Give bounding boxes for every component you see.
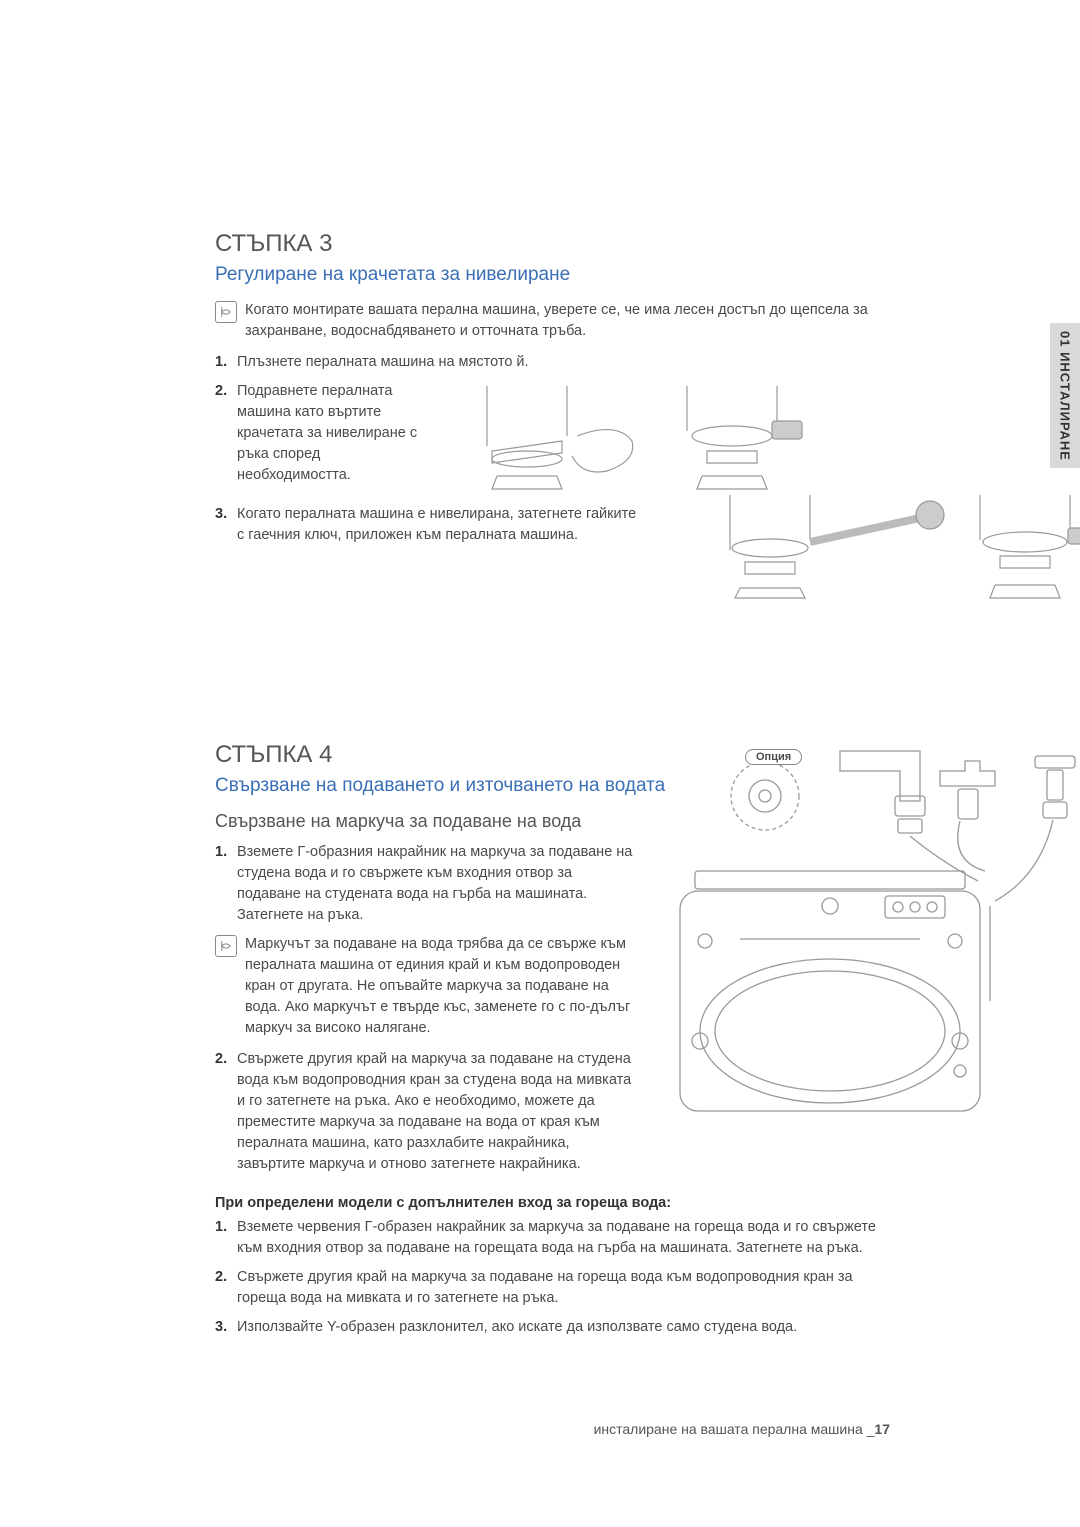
option-label: Опция xyxy=(745,749,802,765)
section-tab-label: 01 ИНСТАЛИРАНЕ xyxy=(1058,331,1073,461)
leveling-feet-diagram xyxy=(457,381,807,496)
step3-item-2-text: Подравнете пералната машина като въртите… xyxy=(237,381,437,486)
page-footer: инсталиране на вашата перална машина _17 xyxy=(594,1421,890,1437)
hot-water-list: Вземете червения Г-образен накрайник за … xyxy=(215,1217,895,1338)
step4-item-2: Свържете другия край на маркуча за подав… xyxy=(215,1049,635,1175)
step3-subtitle: Регулиране на крачетата за нивелиране xyxy=(215,264,895,286)
step4-list: Вземете Г-образния накрайник на маркуча … xyxy=(215,842,635,926)
step3-heading: СТЪПКА 3 xyxy=(215,230,895,258)
page-content: СТЪПКА 3 Регулиране на крачетата за ниве… xyxy=(215,230,895,1346)
hot-water-title: При определени модели с допълнителен вхо… xyxy=(215,1195,895,1211)
hot-item-2: Свържете другия край на маркуча за подав… xyxy=(215,1267,895,1309)
step3-item-3: Когато пералната машина е нивелирана, за… xyxy=(215,504,645,546)
note-icon xyxy=(215,935,237,957)
step3-item-1: Плъзнете пералната машина на мястото й. xyxy=(215,352,895,373)
step3-item-3-text: Когато пералната машина е нивелирана, за… xyxy=(237,506,636,543)
step4-list-2: Свържете другия край на маркуча за подав… xyxy=(215,1049,635,1175)
footer-text: инсталиране на вашата перална машина _ xyxy=(594,1421,875,1437)
hot-item-1: Вземете червения Г-образен накрайник за … xyxy=(215,1217,895,1259)
note-icon xyxy=(215,301,237,323)
footer-page-number: 17 xyxy=(874,1421,890,1437)
step4-section: СТЪПКА 4 Свързване на подаването и източ… xyxy=(215,741,895,1338)
step3-item-2: Подравнете пералната машина като въртите… xyxy=(215,381,895,496)
hot-item-3: Използвайте Y-образен разклонител, ако и… xyxy=(215,1317,895,1338)
section-tab: 01 ИНСТАЛИРАНЕ xyxy=(1050,323,1080,468)
step4-note: Маркучът за подаване на вода трябва да с… xyxy=(215,934,635,1039)
step4-item-1: Вземете Г-образния накрайник на маркуча … xyxy=(215,842,635,926)
step4-note-text: Маркучът за подаване на вода трябва да с… xyxy=(245,934,635,1039)
tighten-nuts-diagram xyxy=(720,490,1080,600)
step3-note-text: Когато монтирате вашата перална машина, … xyxy=(245,300,895,342)
step3-note: Когато монтирате вашата перална машина, … xyxy=(215,300,895,342)
hose-connection-diagram: Опция xyxy=(640,741,1080,1121)
